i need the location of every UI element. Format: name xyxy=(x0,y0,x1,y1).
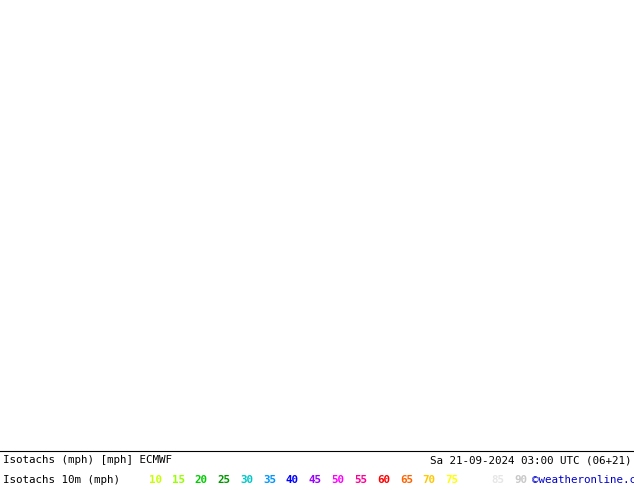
Text: 90: 90 xyxy=(514,475,527,485)
Text: 55: 55 xyxy=(354,475,367,485)
Text: 45: 45 xyxy=(309,475,321,485)
Text: 50: 50 xyxy=(332,475,344,485)
Text: 40: 40 xyxy=(286,475,299,485)
Text: 35: 35 xyxy=(263,475,276,485)
Text: 80: 80 xyxy=(469,475,481,485)
Text: 85: 85 xyxy=(491,475,504,485)
Text: 30: 30 xyxy=(240,475,253,485)
Text: Isotachs 10m (mph): Isotachs 10m (mph) xyxy=(3,475,120,485)
Text: 75: 75 xyxy=(446,475,458,485)
Text: 25: 25 xyxy=(217,475,230,485)
Text: 10: 10 xyxy=(149,475,162,485)
Text: Isotachs (mph) [mph] ECMWF: Isotachs (mph) [mph] ECMWF xyxy=(3,455,172,465)
Text: 70: 70 xyxy=(423,475,436,485)
Text: 20: 20 xyxy=(195,475,207,485)
Text: 15: 15 xyxy=(172,475,184,485)
Text: ©weatheronline.co.uk: ©weatheronline.co.uk xyxy=(532,475,634,485)
Text: 65: 65 xyxy=(400,475,413,485)
Text: 60: 60 xyxy=(377,475,390,485)
Text: Sa 21-09-2024 03:00 UTC (06+21): Sa 21-09-2024 03:00 UTC (06+21) xyxy=(429,455,631,465)
